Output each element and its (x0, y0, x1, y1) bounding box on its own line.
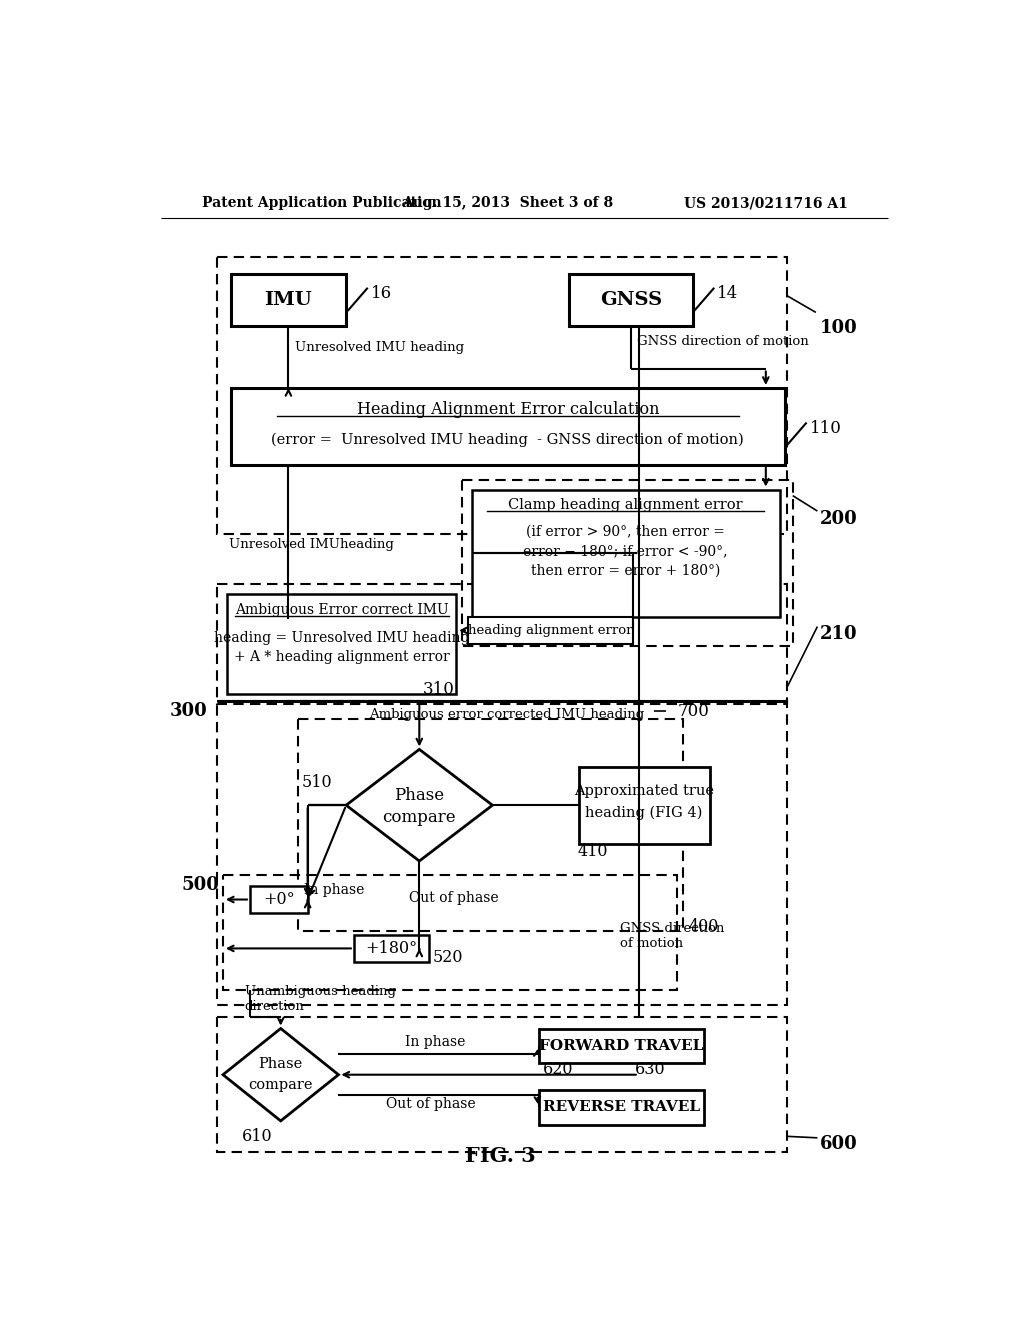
Text: 16: 16 (371, 285, 392, 302)
Text: Phase: Phase (394, 788, 444, 804)
Bar (569, 275, 692, 326)
Bar (354, 935, 429, 962)
Text: Ambiguous Error correct IMU: Ambiguous Error correct IMU (234, 603, 449, 616)
Bar (539, 1028, 705, 1063)
Text: US 2013/0211716 A1: US 2013/0211716 A1 (684, 197, 848, 210)
Bar (217, 1016, 786, 1151)
Bar (217, 257, 786, 535)
Text: In phase: In phase (304, 883, 365, 896)
Text: GNSS direction of motion: GNSS direction of motion (637, 335, 809, 348)
Bar (230, 388, 785, 465)
Text: (if error > 90°, then error =: (if error > 90°, then error = (526, 525, 725, 539)
Bar (539, 1090, 705, 1125)
Bar (217, 585, 786, 704)
Text: Unresolved IMU heading: Unresolved IMU heading (295, 342, 464, 354)
Text: Phase: Phase (259, 1057, 303, 1071)
Bar (472, 490, 779, 616)
Text: 520: 520 (432, 949, 463, 966)
Text: IMU: IMU (264, 292, 312, 309)
Text: Out of phase: Out of phase (410, 891, 499, 904)
Text: heading (FIG 4): heading (FIG 4) (586, 805, 702, 820)
Text: heading alignment error: heading alignment error (468, 624, 633, 638)
Text: 200: 200 (819, 510, 857, 528)
Text: 410: 410 (578, 843, 607, 859)
Text: error − 180°; if error < -90°,: error − 180°; if error < -90°, (523, 544, 728, 558)
Text: GNSS: GNSS (600, 292, 663, 309)
Text: Aug. 15, 2013  Sheet 3 of 8: Aug. 15, 2013 Sheet 3 of 8 (402, 197, 613, 210)
Text: Out of phase: Out of phase (386, 1097, 476, 1111)
Bar (579, 767, 710, 843)
Text: (error =  Unresolved IMU heading  - GNSS direction of motion): (error = Unresolved IMU heading - GNSS d… (271, 433, 744, 447)
Text: Unambiguous heading
direction: Unambiguous heading direction (245, 985, 395, 1014)
Text: 700: 700 (677, 702, 710, 719)
Text: 14: 14 (717, 285, 738, 302)
Text: Clamp heading alignment error: Clamp heading alignment error (508, 498, 743, 512)
Text: 630: 630 (635, 1061, 666, 1078)
Text: 600: 600 (819, 1135, 857, 1152)
Polygon shape (223, 1028, 339, 1121)
Text: 620: 620 (543, 1061, 573, 1078)
Text: heading = Unresolved IMU heading: heading = Unresolved IMU heading (214, 631, 469, 645)
Text: then error = error + 180°): then error = error + 180°) (531, 564, 720, 577)
Text: Unresolved IMUheading: Unresolved IMUheading (229, 539, 394, 552)
Text: GNSS direction
of motion: GNSS direction of motion (620, 923, 724, 950)
Text: In phase: In phase (404, 1035, 465, 1049)
Text: compare: compare (249, 1078, 313, 1093)
Text: Ambiguous error corrected IMU heading: Ambiguous error corrected IMU heading (370, 708, 644, 721)
Text: FORWARD TRAVEL: FORWARD TRAVEL (540, 1039, 703, 1053)
Text: 110: 110 (810, 420, 842, 437)
Bar (468, 618, 634, 644)
Text: Patent Application Publication: Patent Application Publication (202, 197, 441, 210)
Bar (250, 886, 307, 913)
Text: compare: compare (383, 809, 456, 826)
Text: 300: 300 (170, 702, 208, 721)
Bar (230, 275, 346, 326)
Text: Approximated true: Approximated true (574, 784, 714, 799)
Text: 310: 310 (423, 681, 455, 698)
Bar (226, 594, 457, 694)
Text: +0°: +0° (263, 891, 295, 908)
Text: 510: 510 (301, 774, 332, 791)
Text: Heading Alignment Error calculation: Heading Alignment Error calculation (356, 401, 659, 418)
Text: 610: 610 (243, 1127, 272, 1144)
Bar (298, 719, 683, 931)
Bar (462, 480, 793, 645)
Polygon shape (346, 750, 493, 861)
Text: 400: 400 (689, 917, 719, 935)
Bar (223, 874, 677, 990)
Text: +180°: +180° (366, 940, 418, 957)
Text: + A * heading alignment error: + A * heading alignment error (233, 651, 450, 664)
Text: FIG. 3: FIG. 3 (465, 1146, 536, 1166)
Text: 500: 500 (181, 875, 219, 894)
Text: 210: 210 (819, 626, 857, 643)
Text: REVERSE TRAVEL: REVERSE TRAVEL (543, 1101, 700, 1114)
Bar (217, 701, 786, 1006)
Text: 100: 100 (819, 319, 857, 337)
